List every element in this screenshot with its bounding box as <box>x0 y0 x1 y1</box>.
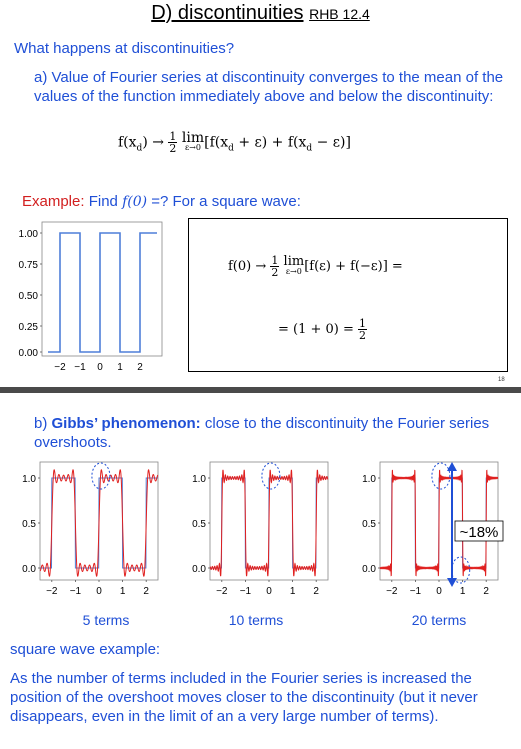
limit-operator: lim ε→0 <box>181 129 205 152</box>
x-tick-label: 0 <box>97 362 103 373</box>
x-tick-label: −2 <box>54 362 66 373</box>
x-tick-label: −1 <box>240 586 252 597</box>
x-tick-label: 2 <box>137 362 143 373</box>
plot-frame <box>41 221 163 357</box>
arrow-head-up <box>447 462 457 471</box>
gibbs-plot-20-terms: 1.0 0.5 0.0 −2 −1 0 1 2 <box>362 461 499 597</box>
x-tick-label: −2 <box>216 586 228 597</box>
overshoot-label-box <box>454 520 504 542</box>
x-tick-label: 2 <box>483 586 489 597</box>
x-tick-label: 2 <box>143 586 149 597</box>
fourier-series-line <box>209 469 329 577</box>
x-tick-label: 1 <box>117 362 123 373</box>
y-tick-label: 0.0 <box>362 564 376 575</box>
y-tick-label: 0.5 <box>192 519 206 530</box>
limit-operator: lim ε→0 <box>283 253 305 276</box>
x-tick-label: 1 <box>460 586 466 597</box>
y-tick-label: 0.00 <box>19 348 39 359</box>
evaluation-box <box>188 218 508 372</box>
x-tick-label: 0 <box>436 586 442 597</box>
y-tick-label: 1.00 <box>19 229 39 240</box>
x-tick-label: −1 <box>74 362 86 373</box>
x-axis-ticks: −2 −1 0 1 2 <box>54 362 143 373</box>
x-tick-label: 2 <box>313 586 319 597</box>
conclusion-text: As the number of terms included in the F… <box>10 670 478 725</box>
overshoot-label: ~18% <box>460 524 499 541</box>
title-main: D) discontinuities <box>151 2 304 24</box>
y-tick-label: 0.25 <box>19 322 39 333</box>
x-tick-label: 1 <box>290 586 296 597</box>
overshoot-highlight <box>261 462 281 490</box>
x-tick-label: 1 <box>120 586 126 597</box>
slide-title: D) discontinuities RHB 12.4 <box>0 2 521 25</box>
x-tick-label: 0 <box>266 586 272 597</box>
y-tick-label: 1.0 <box>362 474 376 485</box>
fourier-series-line <box>379 469 499 577</box>
y-tick-label: 0.5 <box>22 519 36 530</box>
caption-20-terms: 20 terms <box>411 612 467 628</box>
y-tick-label: 0.0 <box>192 564 206 575</box>
section-divider <box>0 387 521 393</box>
page-number: 18 <box>498 377 505 383</box>
x-tick-label: −2 <box>46 586 58 597</box>
example-line: Example: Find f(0) =? For a square wave: <box>22 193 301 210</box>
title-reference: RHB 12.4 <box>309 6 370 22</box>
question-heading: What happens at discontinuities? <box>14 40 235 57</box>
gibbs-plot-5-terms: 1.0 0.5 0.0 −2 −1 0 1 2 <box>22 461 159 597</box>
gibbs-plots: 1.0 0.5 0.0 −2 −1 0 1 2 1.0 0.5 0.0 −2 −1 0 1 2 1.0 0.5… <box>22 461 504 597</box>
y-tick-label: 1.0 <box>22 474 36 485</box>
arrow-head-down <box>447 578 457 587</box>
caption-10-terms: 10 terms <box>228 612 284 628</box>
square-wave-example-label: square wave example: <box>10 641 161 658</box>
square-wave-line <box>48 232 157 353</box>
y-tick-label: 0.0 <box>22 564 36 575</box>
x-tick-label: 0 <box>96 586 102 597</box>
undershoot-highlight <box>451 556 471 584</box>
y-tick-label: 0.50 <box>19 291 39 302</box>
x-tick-label: −1 <box>70 586 82 597</box>
y-tick-label: 0.75 <box>19 260 39 271</box>
x-tick-label: −2 <box>386 586 398 597</box>
y-axis-ticks: 1.00 0.75 0.50 0.25 0.00 <box>19 229 39 359</box>
fourier-series-line <box>39 469 159 577</box>
x-tick-label: −1 <box>410 586 422 597</box>
overshoot-highlight <box>431 462 451 490</box>
caption-5-terms: 5 terms <box>82 612 130 628</box>
gibbs-plot-10-terms: 1.0 0.5 0.0 −2 −1 0 1 2 <box>192 461 329 597</box>
part-b-text: b) Gibbs’ phenomenon: close to the disco… <box>34 415 490 451</box>
overshoot-highlight <box>91 462 111 490</box>
y-tick-label: 0.5 <box>362 519 376 530</box>
y-tick-label: 1.0 <box>192 474 206 485</box>
square-wave-plot: 1.00 0.75 0.50 0.25 0.00 −2 −1 0 1 2 <box>19 221 163 373</box>
part-a-text: a) Value of Fourier series at discontinu… <box>34 69 504 105</box>
